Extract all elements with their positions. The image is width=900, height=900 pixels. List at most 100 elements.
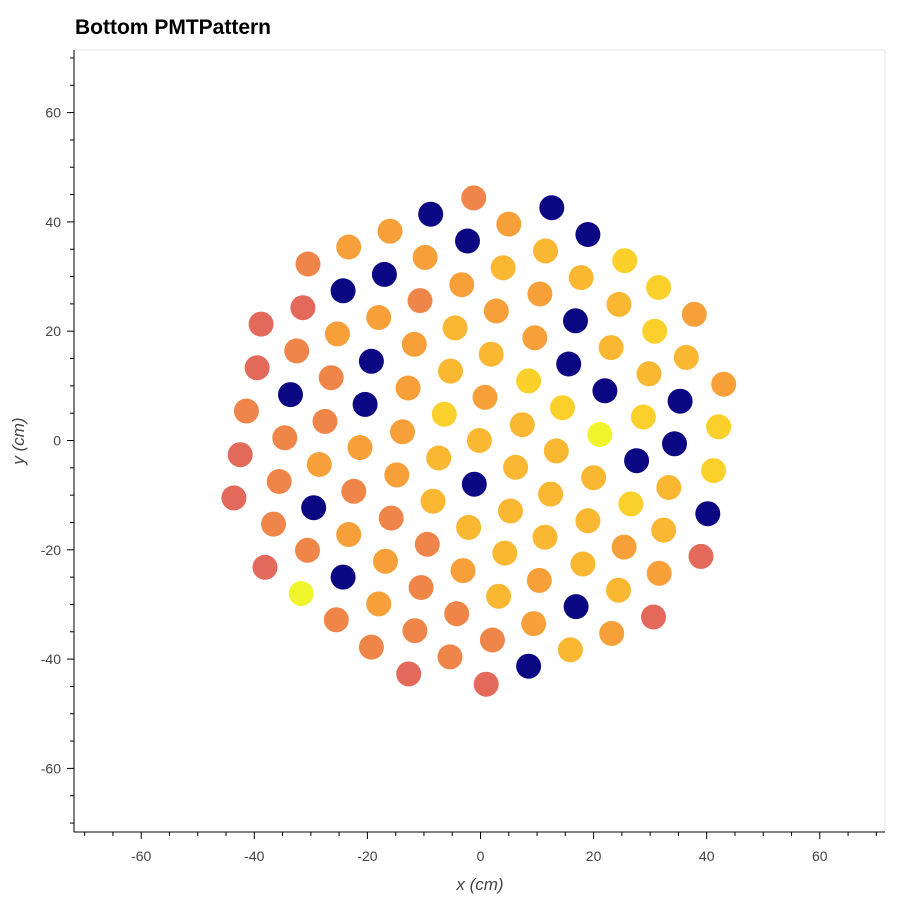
data-point[interactable] — [651, 517, 677, 543]
data-point[interactable] — [352, 391, 378, 417]
data-point[interactable] — [563, 308, 588, 334]
data-point[interactable] — [618, 491, 644, 517]
data-point[interactable] — [478, 341, 504, 367]
data-point[interactable] — [532, 524, 558, 550]
data-point[interactable] — [288, 581, 314, 606]
data-point[interactable] — [437, 644, 463, 670]
data-point[interactable] — [557, 637, 583, 663]
data-point[interactable] — [673, 344, 699, 370]
data-point[interactable] — [395, 375, 421, 401]
data-point[interactable] — [407, 288, 433, 314]
data-point[interactable] — [323, 607, 349, 633]
data-point[interactable] — [324, 321, 350, 347]
data-point[interactable] — [233, 398, 259, 424]
data-point[interactable] — [426, 445, 452, 471]
data-point[interactable] — [598, 335, 624, 361]
data-point[interactable] — [301, 495, 327, 521]
data-point[interactable] — [570, 551, 596, 577]
data-point[interactable] — [412, 244, 438, 270]
data-point[interactable] — [606, 291, 632, 317]
data-point[interactable] — [284, 338, 310, 364]
data-point[interactable] — [227, 442, 253, 468]
data-point[interactable] — [401, 331, 427, 357]
data-point[interactable] — [527, 281, 553, 307]
data-point[interactable] — [420, 488, 446, 514]
data-point[interactable] — [438, 358, 463, 384]
data-point[interactable] — [244, 355, 270, 381]
data-point[interactable] — [442, 315, 468, 341]
data-point[interactable] — [358, 634, 384, 660]
data-point[interactable] — [490, 255, 516, 281]
data-point[interactable] — [568, 265, 594, 291]
data-point[interactable] — [526, 567, 552, 593]
data-point[interactable] — [581, 465, 607, 491]
data-point[interactable] — [461, 471, 487, 497]
data-point[interactable] — [516, 368, 542, 394]
data-point[interactable] — [641, 604, 666, 630]
data-point[interactable] — [492, 540, 518, 566]
data-point[interactable] — [503, 454, 529, 480]
data-point[interactable] — [402, 618, 428, 644]
data-point[interactable] — [711, 371, 737, 397]
data-point[interactable] — [646, 560, 672, 586]
data-point[interactable] — [624, 448, 650, 474]
data-point[interactable] — [295, 537, 320, 563]
data-point[interactable] — [252, 554, 278, 580]
data-point[interactable] — [378, 505, 404, 531]
data-point[interactable] — [681, 301, 707, 327]
data-point[interactable] — [450, 558, 476, 584]
data-point[interactable] — [575, 222, 601, 247]
data-point[interactable] — [418, 201, 444, 227]
data-point[interactable] — [449, 272, 475, 298]
data-point[interactable] — [473, 671, 499, 697]
data-point[interactable] — [266, 469, 292, 494]
data-point[interactable] — [539, 195, 565, 221]
data-point[interactable] — [366, 305, 392, 330]
data-point[interactable] — [306, 452, 332, 477]
data-point[interactable] — [456, 514, 482, 540]
data-point[interactable] — [688, 543, 714, 569]
data-point[interactable] — [599, 620, 625, 646]
data-point[interactable] — [611, 534, 637, 560]
data-point[interactable] — [461, 185, 487, 211]
data-point[interactable] — [330, 564, 356, 590]
data-point[interactable] — [479, 627, 505, 653]
data-point[interactable] — [377, 218, 403, 244]
data-point[interactable] — [431, 401, 457, 427]
data-point[interactable] — [522, 325, 548, 351]
data-point[interactable] — [592, 378, 618, 404]
data-point[interactable] — [312, 408, 338, 434]
data-point[interactable] — [521, 611, 547, 637]
data-point[interactable] — [575, 508, 601, 534]
data-point[interactable] — [472, 384, 498, 410]
data-point[interactable] — [550, 395, 575, 421]
data-point[interactable] — [662, 431, 687, 457]
data-point[interactable] — [396, 661, 422, 687]
data-point[interactable] — [656, 475, 682, 500]
data-point[interactable] — [563, 594, 589, 620]
data-point[interactable] — [642, 318, 668, 344]
data-point[interactable] — [295, 251, 321, 277]
data-point[interactable] — [543, 438, 569, 464]
data-point[interactable] — [341, 478, 367, 504]
data-point[interactable] — [695, 501, 721, 527]
data-point[interactable] — [278, 382, 303, 408]
data-point[interactable] — [630, 404, 656, 430]
data-point[interactable] — [336, 234, 362, 260]
data-point[interactable] — [366, 591, 392, 617]
data-point[interactable] — [466, 428, 492, 453]
data-point[interactable] — [248, 311, 274, 337]
data-point[interactable] — [290, 295, 316, 321]
data-point[interactable] — [414, 531, 440, 557]
data-point[interactable] — [636, 361, 662, 387]
data-point[interactable] — [538, 481, 564, 507]
data-point[interactable] — [556, 351, 582, 377]
data-point[interactable] — [272, 425, 298, 451]
data-point[interactable] — [496, 211, 522, 237]
data-point[interactable] — [667, 388, 693, 414]
data-point[interactable] — [509, 412, 535, 438]
data-point[interactable] — [221, 485, 247, 511]
data-point[interactable] — [706, 414, 732, 440]
data-point[interactable] — [261, 511, 286, 537]
